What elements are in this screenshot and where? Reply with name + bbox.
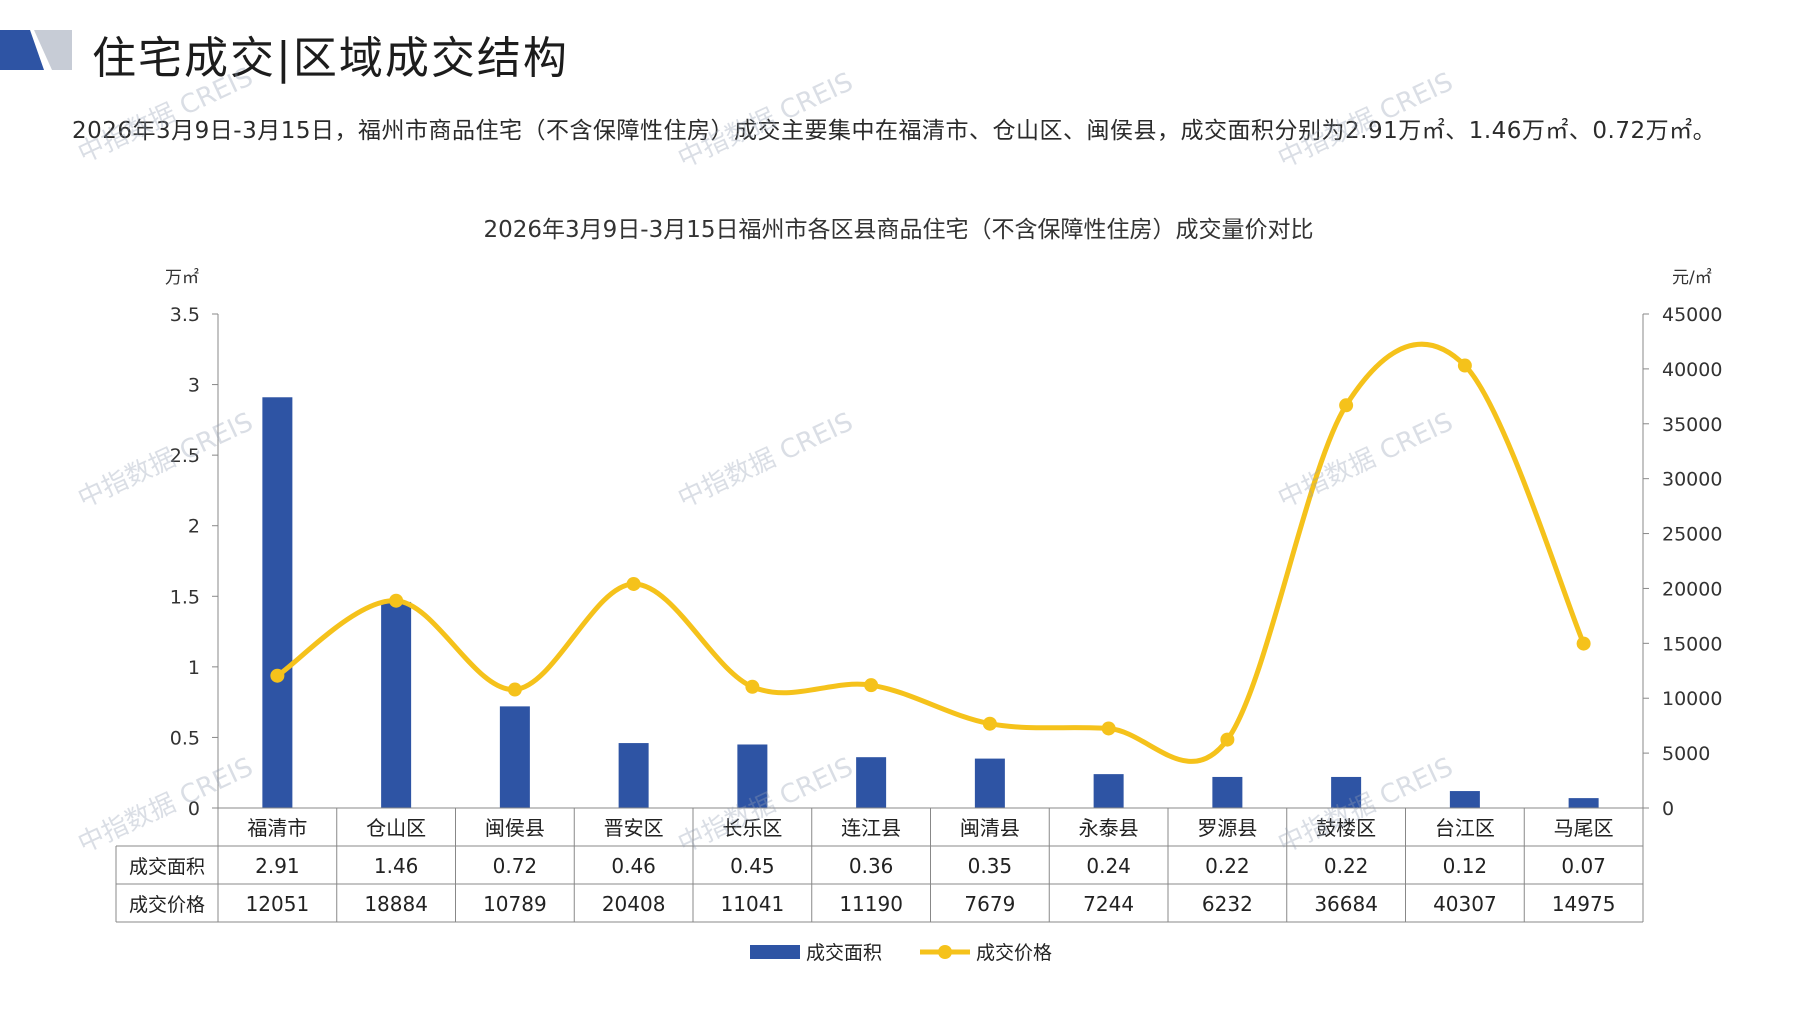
table-cell: 7244 — [1083, 892, 1134, 916]
x-tick-label: 连江县 — [841, 816, 901, 840]
table-cell: 11041 — [721, 892, 785, 916]
bar — [856, 757, 887, 808]
table-cell: 12051 — [246, 892, 310, 916]
series-line-price — [275, 341, 1586, 764]
line-point — [626, 576, 641, 591]
y-axis-left-label: 万㎡ — [165, 268, 199, 288]
table-cell: 20408 — [602, 892, 666, 916]
table-cell: 0.36 — [849, 854, 894, 878]
x-tick-label: 仓山区 — [366, 816, 426, 840]
x-tick-label: 罗源县 — [1197, 816, 1257, 840]
table-cell: 6232 — [1202, 892, 1253, 916]
line-point — [864, 678, 879, 693]
table-cell: 36684 — [1314, 892, 1378, 916]
line-point — [1339, 398, 1354, 413]
x-tick-label: 鼓楼区 — [1316, 816, 1376, 840]
table-cell: 0.72 — [493, 854, 538, 878]
bar — [737, 744, 768, 808]
y-axis-right-label: 元/㎡ — [1672, 268, 1712, 288]
table-cell: 0.22 — [1205, 854, 1250, 878]
bar — [974, 758, 1005, 808]
line-point — [1220, 732, 1235, 747]
y-tick-label-right: 45000 — [1662, 304, 1722, 326]
bar — [262, 397, 293, 808]
y-tick-label-right: 40000 — [1662, 359, 1722, 381]
table-cell: 40307 — [1433, 892, 1497, 916]
y-tick-label-right: 35000 — [1662, 414, 1722, 436]
table-row-label: 成交价格 — [129, 894, 205, 916]
bar — [618, 743, 649, 808]
line-point — [982, 716, 997, 731]
table-cell: 1.46 — [374, 854, 419, 878]
y-tick-label-left: 2 — [188, 516, 200, 538]
y-tick-label-right: 20000 — [1662, 578, 1722, 600]
y-tick-label-right: 30000 — [1662, 469, 1722, 491]
y-tick-label-left: 0 — [188, 798, 200, 820]
table-cell: 18884 — [364, 892, 428, 916]
line-point — [1576, 636, 1591, 651]
logo-dark-shape — [0, 30, 44, 70]
bar — [1093, 774, 1124, 808]
y-tick-label-left: 0.5 — [170, 727, 200, 749]
summary-text: 2026年3月9日-3月15日，福州市商品住宅（不含保障性住房）成交主要集中在福… — [72, 118, 1717, 144]
page-title: 住宅成交|区域成交结构 — [92, 33, 569, 84]
y-tick-label-left: 1.5 — [170, 586, 200, 608]
y-tick-label-right: 15000 — [1662, 633, 1722, 655]
table-cell: 0.45 — [730, 854, 775, 878]
y-tick-label-right: 5000 — [1662, 743, 1710, 765]
bar — [1568, 798, 1599, 808]
line-point — [1457, 358, 1472, 373]
line-point — [389, 593, 404, 608]
table-row-label: 成交面积 — [129, 856, 205, 878]
line-point — [745, 679, 760, 694]
chart-title: 2026年3月9日-3月15日福州市各区县商品住宅（不含保障性住房）成交量价对比 — [483, 217, 1314, 243]
table-cell: 0.46 — [611, 854, 656, 878]
legend-swatch-marker — [938, 945, 952, 959]
logo — [0, 30, 72, 70]
legend-label: 成交价格 — [976, 942, 1052, 964]
table-cell: 0.24 — [1086, 854, 1131, 878]
x-tick-label: 闽侯县 — [485, 816, 545, 840]
x-tick-label: 长乐区 — [722, 816, 782, 840]
table-cell: 0.35 — [968, 854, 1013, 878]
x-tick-label: 马尾区 — [1554, 816, 1614, 840]
bar — [1212, 776, 1243, 808]
line-point — [1101, 721, 1116, 736]
y-tick-label-left: 3.5 — [170, 304, 200, 326]
legend-swatch-bar — [750, 945, 800, 959]
x-tick-label: 永泰县 — [1079, 816, 1139, 840]
legend-label: 成交面积 — [806, 942, 882, 964]
x-tick-label: 台江区 — [1435, 816, 1495, 840]
table-cell: 10789 — [483, 892, 547, 916]
table-cell: 11190 — [839, 892, 903, 916]
bar — [1449, 791, 1480, 808]
x-tick-label: 闽清县 — [960, 816, 1020, 840]
y-tick-label-right: 25000 — [1662, 524, 1722, 546]
bar — [381, 601, 412, 808]
y-tick-label-left: 3 — [188, 375, 200, 397]
table-cell: 7679 — [964, 892, 1015, 916]
bar — [1331, 776, 1362, 808]
line-point — [507, 682, 522, 697]
table-cell: 14975 — [1552, 892, 1616, 916]
y-tick-label-right: 10000 — [1662, 688, 1722, 710]
table-cell: 0.12 — [1443, 854, 1488, 878]
x-tick-label: 福清市 — [247, 816, 307, 840]
bar — [499, 706, 530, 808]
y-tick-label-right: 0 — [1662, 798, 1674, 820]
logo-light-shape — [34, 30, 72, 70]
line-point — [270, 668, 285, 683]
table-cell: 0.07 — [1561, 854, 1606, 878]
y-tick-label-left: 2.5 — [170, 445, 200, 467]
table-cell: 0.22 — [1324, 854, 1369, 878]
y-tick-label-left: 1 — [188, 657, 200, 679]
x-tick-label: 晋安区 — [604, 816, 664, 840]
table-cell: 2.91 — [255, 854, 300, 878]
